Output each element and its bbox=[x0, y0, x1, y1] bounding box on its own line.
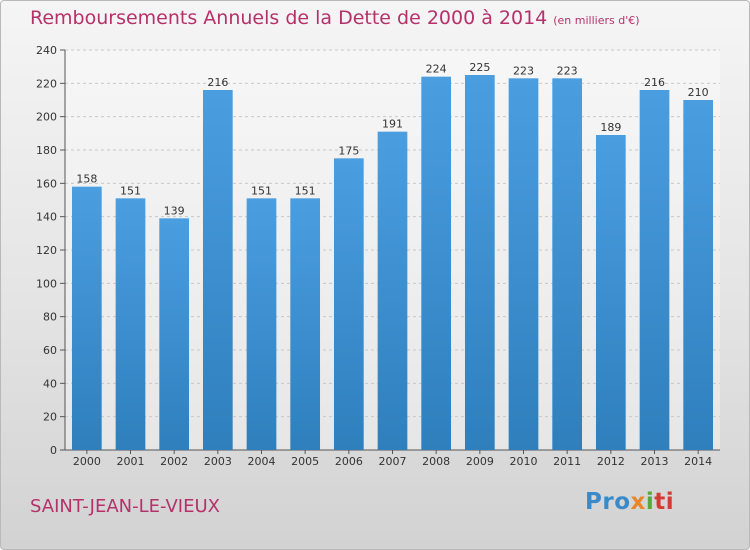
y-tick-label: 100 bbox=[36, 277, 57, 290]
data-label-2000: 158 bbox=[76, 173, 97, 186]
bar-2011 bbox=[552, 78, 583, 450]
chart-title: Remboursements Annuels de la Dette de 20… bbox=[30, 7, 640, 29]
x-tick-label-2011: 2011 bbox=[553, 455, 581, 468]
x-tick-label-2005: 2005 bbox=[291, 455, 319, 468]
y-tick-label: 140 bbox=[36, 211, 57, 224]
bar-2009 bbox=[464, 75, 495, 450]
x-tick-label-2007: 2007 bbox=[379, 455, 407, 468]
x-tick-label-2008: 2008 bbox=[422, 455, 450, 468]
data-label-2007: 191 bbox=[382, 118, 403, 131]
bar-2014 bbox=[683, 100, 714, 450]
x-tick-label-2014: 2014 bbox=[684, 455, 712, 468]
x-tick-label-2004: 2004 bbox=[248, 455, 276, 468]
data-label-2002: 139 bbox=[164, 204, 185, 217]
y-tick-label: 40 bbox=[43, 377, 57, 390]
logo-part-1: Pro bbox=[585, 489, 631, 515]
logo-part-2: x bbox=[630, 489, 646, 515]
x-tick-label-2012: 2012 bbox=[597, 455, 625, 468]
y-tick-label: 160 bbox=[36, 177, 57, 190]
bar-2004 bbox=[246, 198, 277, 450]
y-tick-label: 120 bbox=[36, 244, 57, 257]
bar-2010 bbox=[508, 78, 539, 450]
data-label-2011: 223 bbox=[557, 64, 578, 77]
x-tick-label-2000: 2000 bbox=[73, 455, 101, 468]
bar-2000 bbox=[71, 186, 102, 450]
bar-2005 bbox=[290, 198, 321, 450]
x-tick-label-2001: 2001 bbox=[117, 455, 145, 468]
y-tick-label: 200 bbox=[36, 111, 57, 124]
x-tick-label-2009: 2009 bbox=[466, 455, 494, 468]
data-label-2005: 151 bbox=[295, 184, 316, 197]
y-tick-label: 80 bbox=[43, 311, 57, 324]
commune-name: SAINT-JEAN-LE-VIEUX bbox=[30, 496, 220, 517]
data-label-2006: 175 bbox=[338, 144, 359, 157]
y-tick-label: 240 bbox=[36, 44, 57, 57]
bar-2012 bbox=[595, 135, 626, 450]
x-tick-label-2013: 2013 bbox=[641, 455, 669, 468]
bar-2007 bbox=[377, 131, 408, 450]
bar-2002 bbox=[159, 218, 190, 450]
data-label-2004: 151 bbox=[251, 184, 272, 197]
data-label-2003: 216 bbox=[207, 76, 228, 89]
data-label-2013: 216 bbox=[644, 76, 665, 89]
chart-subtitle: (en milliers d'€) bbox=[553, 14, 640, 27]
bar-2008 bbox=[421, 76, 452, 451]
proxiti-logo[interactable]: Proxiti bbox=[585, 489, 674, 515]
bar-2006 bbox=[333, 158, 364, 451]
data-label-2008: 224 bbox=[426, 63, 447, 76]
x-tick-label-2002: 2002 bbox=[160, 455, 188, 468]
y-tick-label: 220 bbox=[36, 77, 57, 90]
y-tick-label: 0 bbox=[50, 444, 57, 457]
data-label-2014: 210 bbox=[688, 86, 709, 99]
logo-part-4: ti bbox=[654, 489, 675, 515]
x-tick-label-2006: 2006 bbox=[335, 455, 363, 468]
data-label-2012: 189 bbox=[600, 121, 621, 134]
x-tick-label-2010: 2010 bbox=[510, 455, 538, 468]
chart-title-text: Remboursements Annuels de la Dette de 20… bbox=[30, 7, 548, 29]
y-tick-label: 60 bbox=[43, 344, 57, 357]
bar-2013 bbox=[639, 90, 670, 450]
y-tick-label: 20 bbox=[43, 411, 57, 424]
logo-part-3: i bbox=[645, 489, 655, 515]
y-tick-label: 180 bbox=[36, 144, 57, 157]
bar-2003 bbox=[202, 90, 233, 450]
data-label-2010: 223 bbox=[513, 64, 534, 77]
data-label-2009: 225 bbox=[469, 61, 490, 74]
x-tick-label-2003: 2003 bbox=[204, 455, 232, 468]
data-label-2001: 151 bbox=[120, 184, 141, 197]
bar-2001 bbox=[115, 198, 146, 450]
